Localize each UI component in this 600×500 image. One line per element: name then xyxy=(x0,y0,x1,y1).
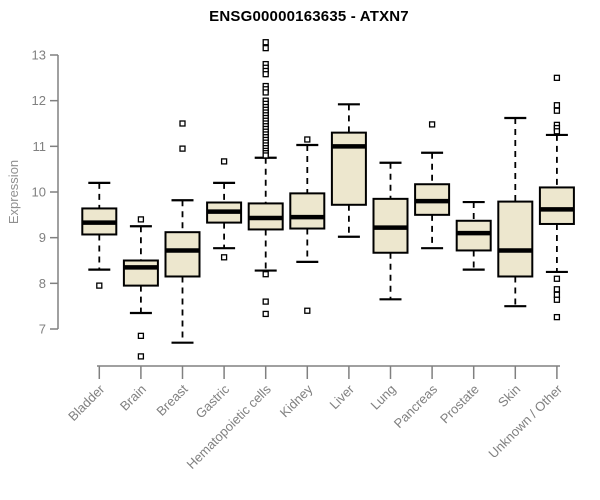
chart-title: ENSG00000163635 - ATXN7 xyxy=(209,8,409,25)
box-prostate xyxy=(455,219,492,252)
outlier-point-brain xyxy=(137,332,145,340)
outlier-point-gastric xyxy=(220,254,228,261)
box-breast xyxy=(164,231,201,278)
box-liver xyxy=(330,131,367,206)
x-tick-label: Lung xyxy=(368,382,399,413)
outlier-point-hematopoietic-cells xyxy=(262,89,269,96)
box-unknown-other xyxy=(538,186,575,225)
x-tick-label: Gastric xyxy=(193,381,233,421)
outlier-point-kidney xyxy=(304,307,311,314)
x-tick-label: Breast xyxy=(153,381,190,418)
outlier-point-unknown-other xyxy=(553,286,561,293)
y-tick-label: 12 xyxy=(32,93,46,108)
y-axis-title: Expression xyxy=(6,160,21,224)
outlier-point-gastric xyxy=(220,158,228,165)
y-tick-label: 8 xyxy=(39,276,46,291)
x-tick-label: Liver xyxy=(326,381,357,412)
outlier-point-unknown-other xyxy=(553,296,561,303)
y-tick-label: 9 xyxy=(39,230,46,245)
outlier-point-unknown-other xyxy=(553,275,561,282)
box-skin xyxy=(497,200,534,278)
outlier-point-hematopoietic-cells xyxy=(262,298,269,305)
x-tick-label: Brain xyxy=(117,382,149,414)
outlier-point-pancreas xyxy=(428,121,436,128)
x-tick-label: Skin xyxy=(495,382,523,410)
x-tick-label: Pancreas xyxy=(391,381,441,431)
y-tick-label: 11 xyxy=(33,139,47,154)
outlier-point-brain xyxy=(137,353,145,360)
outlier-point-bladder xyxy=(96,282,103,289)
x-tick-label: Bladder xyxy=(65,381,108,424)
outlier-point-unknown-other xyxy=(553,107,561,114)
outlier-point-hematopoietic-cells xyxy=(262,310,269,318)
outlier-point-unknown-other xyxy=(553,102,561,109)
x-tick-label: Unknown / Other xyxy=(485,381,565,461)
x-tick-label: Prostate xyxy=(437,382,482,427)
outlier-point-breast xyxy=(179,145,186,152)
box-brain xyxy=(122,259,159,287)
box-kidney xyxy=(289,192,326,230)
outlier-point-hematopoietic-cells xyxy=(262,271,269,278)
outlier-point-unknown-other xyxy=(553,74,561,81)
outlier-point-unknown-other xyxy=(553,313,561,321)
y-tick-label: 10 xyxy=(32,185,46,200)
x-tick-label: Kidney xyxy=(277,381,316,420)
y-tick-label: 13 xyxy=(32,48,46,63)
outlier-point-brain xyxy=(137,216,145,223)
outlier-point-hematopoietic-cells xyxy=(262,152,269,159)
y-tick-label: 7 xyxy=(39,322,46,337)
outlier-point-unknown-other xyxy=(553,291,561,298)
outlier-point-kidney xyxy=(304,136,311,143)
outlier-point-breast xyxy=(179,120,186,127)
outlier-point-hematopoietic-cells xyxy=(262,39,269,46)
outlier-point-hematopoietic-cells xyxy=(262,71,269,78)
outlier-point-hematopoietic-cells xyxy=(262,45,269,52)
outlier-point-unknown-other xyxy=(553,128,561,135)
